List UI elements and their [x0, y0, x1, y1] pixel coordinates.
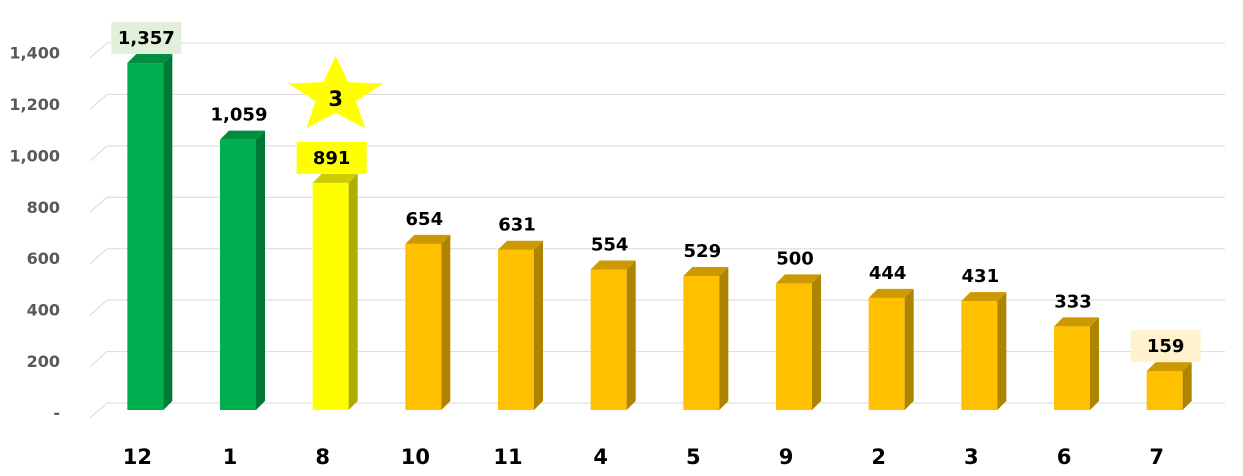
value-label-background	[296, 141, 367, 174]
x-tick-label: 12	[123, 445, 152, 469]
bar-side	[1090, 317, 1099, 410]
bar	[1054, 317, 1099, 410]
bar-top	[127, 54, 173, 64]
bar-front	[868, 297, 905, 410]
bar-top	[1146, 362, 1192, 372]
value-label: 500	[776, 248, 814, 269]
y-tick-label: 200	[27, 352, 60, 371]
grid-line-depth	[89, 351, 108, 367]
value-label-background	[111, 22, 182, 55]
y-tick-label: 600	[27, 249, 60, 268]
y-tick-label: 400	[27, 301, 60, 320]
x-tick-label: 4	[593, 445, 608, 469]
x-tick-label: 1	[223, 445, 238, 469]
y-tick-label: -	[53, 404, 60, 423]
bar	[312, 173, 358, 410]
bar	[776, 274, 821, 410]
bar-top	[961, 292, 1007, 302]
bar	[405, 234, 451, 410]
x-tick-label: 10	[401, 445, 430, 469]
bar-front	[127, 63, 164, 411]
bar-side	[441, 234, 451, 410]
value-label: 529	[684, 241, 722, 262]
x-tick-label: 5	[686, 445, 701, 469]
bar	[1146, 362, 1192, 410]
bar-side	[719, 266, 729, 410]
value-label: 654	[406, 209, 444, 230]
bar-top	[1054, 317, 1099, 327]
bar-top	[405, 234, 451, 244]
value-label: 444	[869, 263, 907, 284]
bar-top	[498, 240, 543, 250]
bar-front	[1146, 371, 1183, 410]
value-label: 333	[1054, 291, 1092, 312]
x-tick-label: 3	[964, 445, 979, 469]
bar-top	[776, 274, 821, 284]
bar-side	[626, 260, 636, 410]
grid-line-depth	[89, 248, 108, 265]
bar-front	[961, 301, 998, 410]
bar	[683, 266, 729, 410]
bar-front	[498, 249, 534, 410]
bar	[220, 130, 265, 410]
bar	[590, 260, 636, 410]
bar	[127, 54, 173, 411]
bar-side	[163, 54, 173, 411]
value-label: 891	[313, 148, 351, 169]
value-label: 159	[1147, 336, 1185, 357]
bar-side	[348, 173, 358, 410]
bar-front	[312, 182, 349, 410]
x-tick-label: 8	[315, 445, 330, 469]
value-label: 1,357	[118, 28, 175, 49]
value-label-background	[1130, 330, 1201, 363]
bar-side	[812, 274, 821, 410]
value-label: 554	[591, 235, 629, 256]
grid-line-depth	[89, 402, 108, 419]
grid-line-depth	[89, 299, 108, 316]
x-tick-label: 9	[779, 445, 794, 469]
bar-side	[1182, 362, 1192, 410]
bar-front	[683, 275, 720, 410]
grid-line-depth	[89, 145, 108, 162]
value-label: 1,059	[211, 105, 268, 126]
annotation-star	[288, 55, 384, 129]
y-tick-label: 1,200	[9, 95, 60, 114]
bar-front	[776, 283, 812, 410]
bar	[498, 240, 543, 410]
annotation-text: 3	[328, 87, 343, 111]
bar-front	[1054, 326, 1090, 410]
bar-top	[312, 173, 358, 183]
grid-line-depth	[89, 196, 108, 213]
bar-front	[590, 269, 627, 410]
bar-top	[590, 260, 636, 270]
bar	[868, 288, 914, 410]
x-tick-label: 11	[493, 445, 522, 469]
bar-front	[220, 139, 256, 410]
x-tick-label: 7	[1149, 445, 1164, 469]
bar-side	[997, 292, 1007, 410]
grid-line-depth	[89, 94, 108, 110]
bar-top	[220, 130, 265, 140]
y-tick-label: 800	[27, 198, 60, 217]
value-label: 631	[498, 215, 536, 236]
bar-side	[904, 288, 914, 410]
grid-line-depth	[89, 42, 108, 59]
bar-top	[868, 288, 914, 298]
x-tick-label: 6	[1057, 445, 1072, 469]
bar-side	[534, 240, 543, 410]
bar-front	[405, 243, 442, 410]
bar-top	[683, 266, 729, 276]
y-tick-label: 1,400	[9, 44, 60, 63]
bar-side	[256, 130, 265, 410]
bar	[961, 292, 1007, 410]
x-tick-label: 2	[871, 445, 886, 469]
y-tick-label: 1,000	[9, 146, 60, 165]
value-label: 431	[962, 266, 1000, 287]
